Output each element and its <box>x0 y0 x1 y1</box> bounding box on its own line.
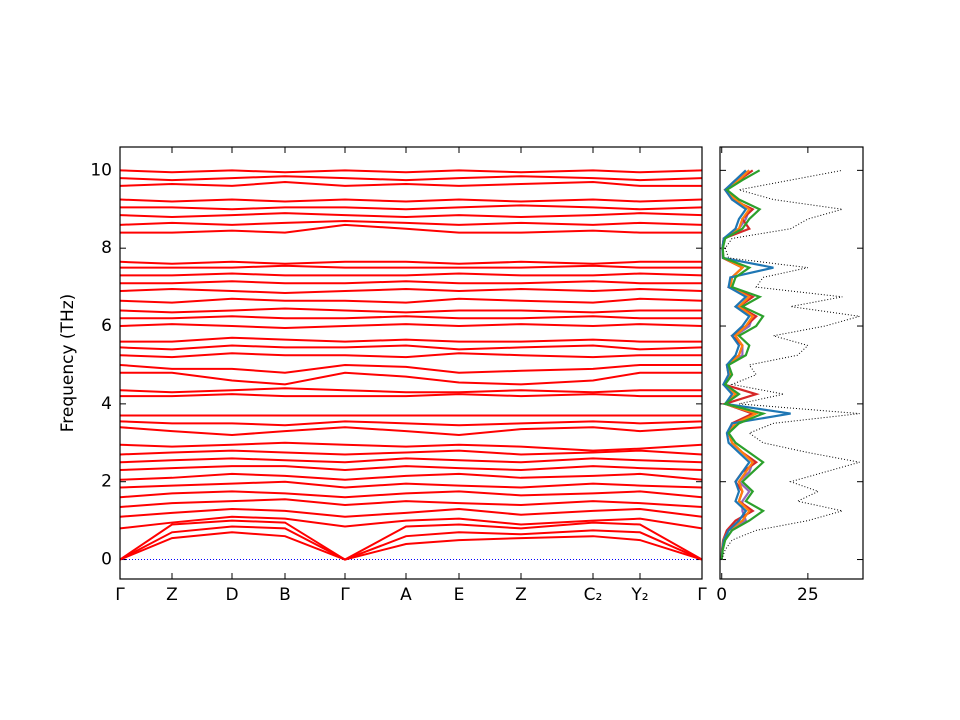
band <box>120 531 702 561</box>
band <box>120 264 702 269</box>
x-tick-label: Γ <box>115 585 125 605</box>
band <box>120 472 702 481</box>
dos-curve <box>720 169 791 560</box>
band <box>120 465 702 472</box>
band <box>120 426 702 437</box>
band <box>120 198 702 203</box>
band <box>120 169 702 174</box>
band <box>120 387 702 394</box>
band <box>120 507 702 518</box>
band <box>120 525 702 561</box>
y-tick-label: 8 <box>101 238 112 258</box>
y-tick-label: 0 <box>101 550 112 570</box>
band <box>120 490 702 499</box>
band <box>120 288 702 294</box>
band <box>120 204 702 211</box>
band <box>120 272 702 277</box>
plot-frame <box>719 146 864 580</box>
band <box>120 175 702 182</box>
y-tick-label: 6 <box>101 316 112 336</box>
band <box>120 223 702 234</box>
band <box>120 219 702 226</box>
x-tick-label: A <box>400 585 412 605</box>
band <box>120 307 702 314</box>
x-tick-label: B <box>279 585 291 605</box>
y-tick-label: 4 <box>101 394 112 414</box>
band <box>120 519 702 561</box>
band <box>120 336 702 343</box>
band <box>120 280 702 285</box>
x-tick-label: E <box>454 585 465 605</box>
x-tick-label: Z <box>166 585 178 605</box>
band <box>120 498 702 508</box>
band <box>120 181 702 187</box>
y-axis-label: Frequency (THz) <box>58 294 78 433</box>
band <box>120 212 702 219</box>
x-tick-label: D <box>225 585 238 605</box>
band <box>120 297 702 304</box>
band <box>120 393 702 398</box>
band <box>120 315 702 320</box>
plot-frame <box>119 146 703 580</box>
x-tick-label: Y₂ <box>630 585 648 605</box>
y-tick-label: 2 <box>101 472 112 492</box>
x-tick-label: Γ <box>697 585 707 605</box>
band <box>120 323 702 329</box>
y-tick-label: 10 <box>90 160 112 180</box>
band <box>120 352 702 359</box>
band <box>120 344 702 351</box>
x-tick-label: 25 <box>797 585 819 605</box>
x-tick-label: C₂ <box>584 585 603 605</box>
band <box>120 457 702 464</box>
band <box>120 441 702 452</box>
x-tick-label: Z <box>515 585 527 605</box>
x-tick-label: Γ <box>340 585 350 605</box>
band <box>120 260 702 265</box>
band <box>120 515 702 530</box>
band <box>120 480 702 489</box>
band <box>120 420 702 427</box>
x-tick-label: 0 <box>716 585 727 605</box>
band <box>120 363 702 374</box>
band <box>120 449 702 456</box>
band <box>120 371 702 386</box>
dos-curve <box>720 169 767 560</box>
